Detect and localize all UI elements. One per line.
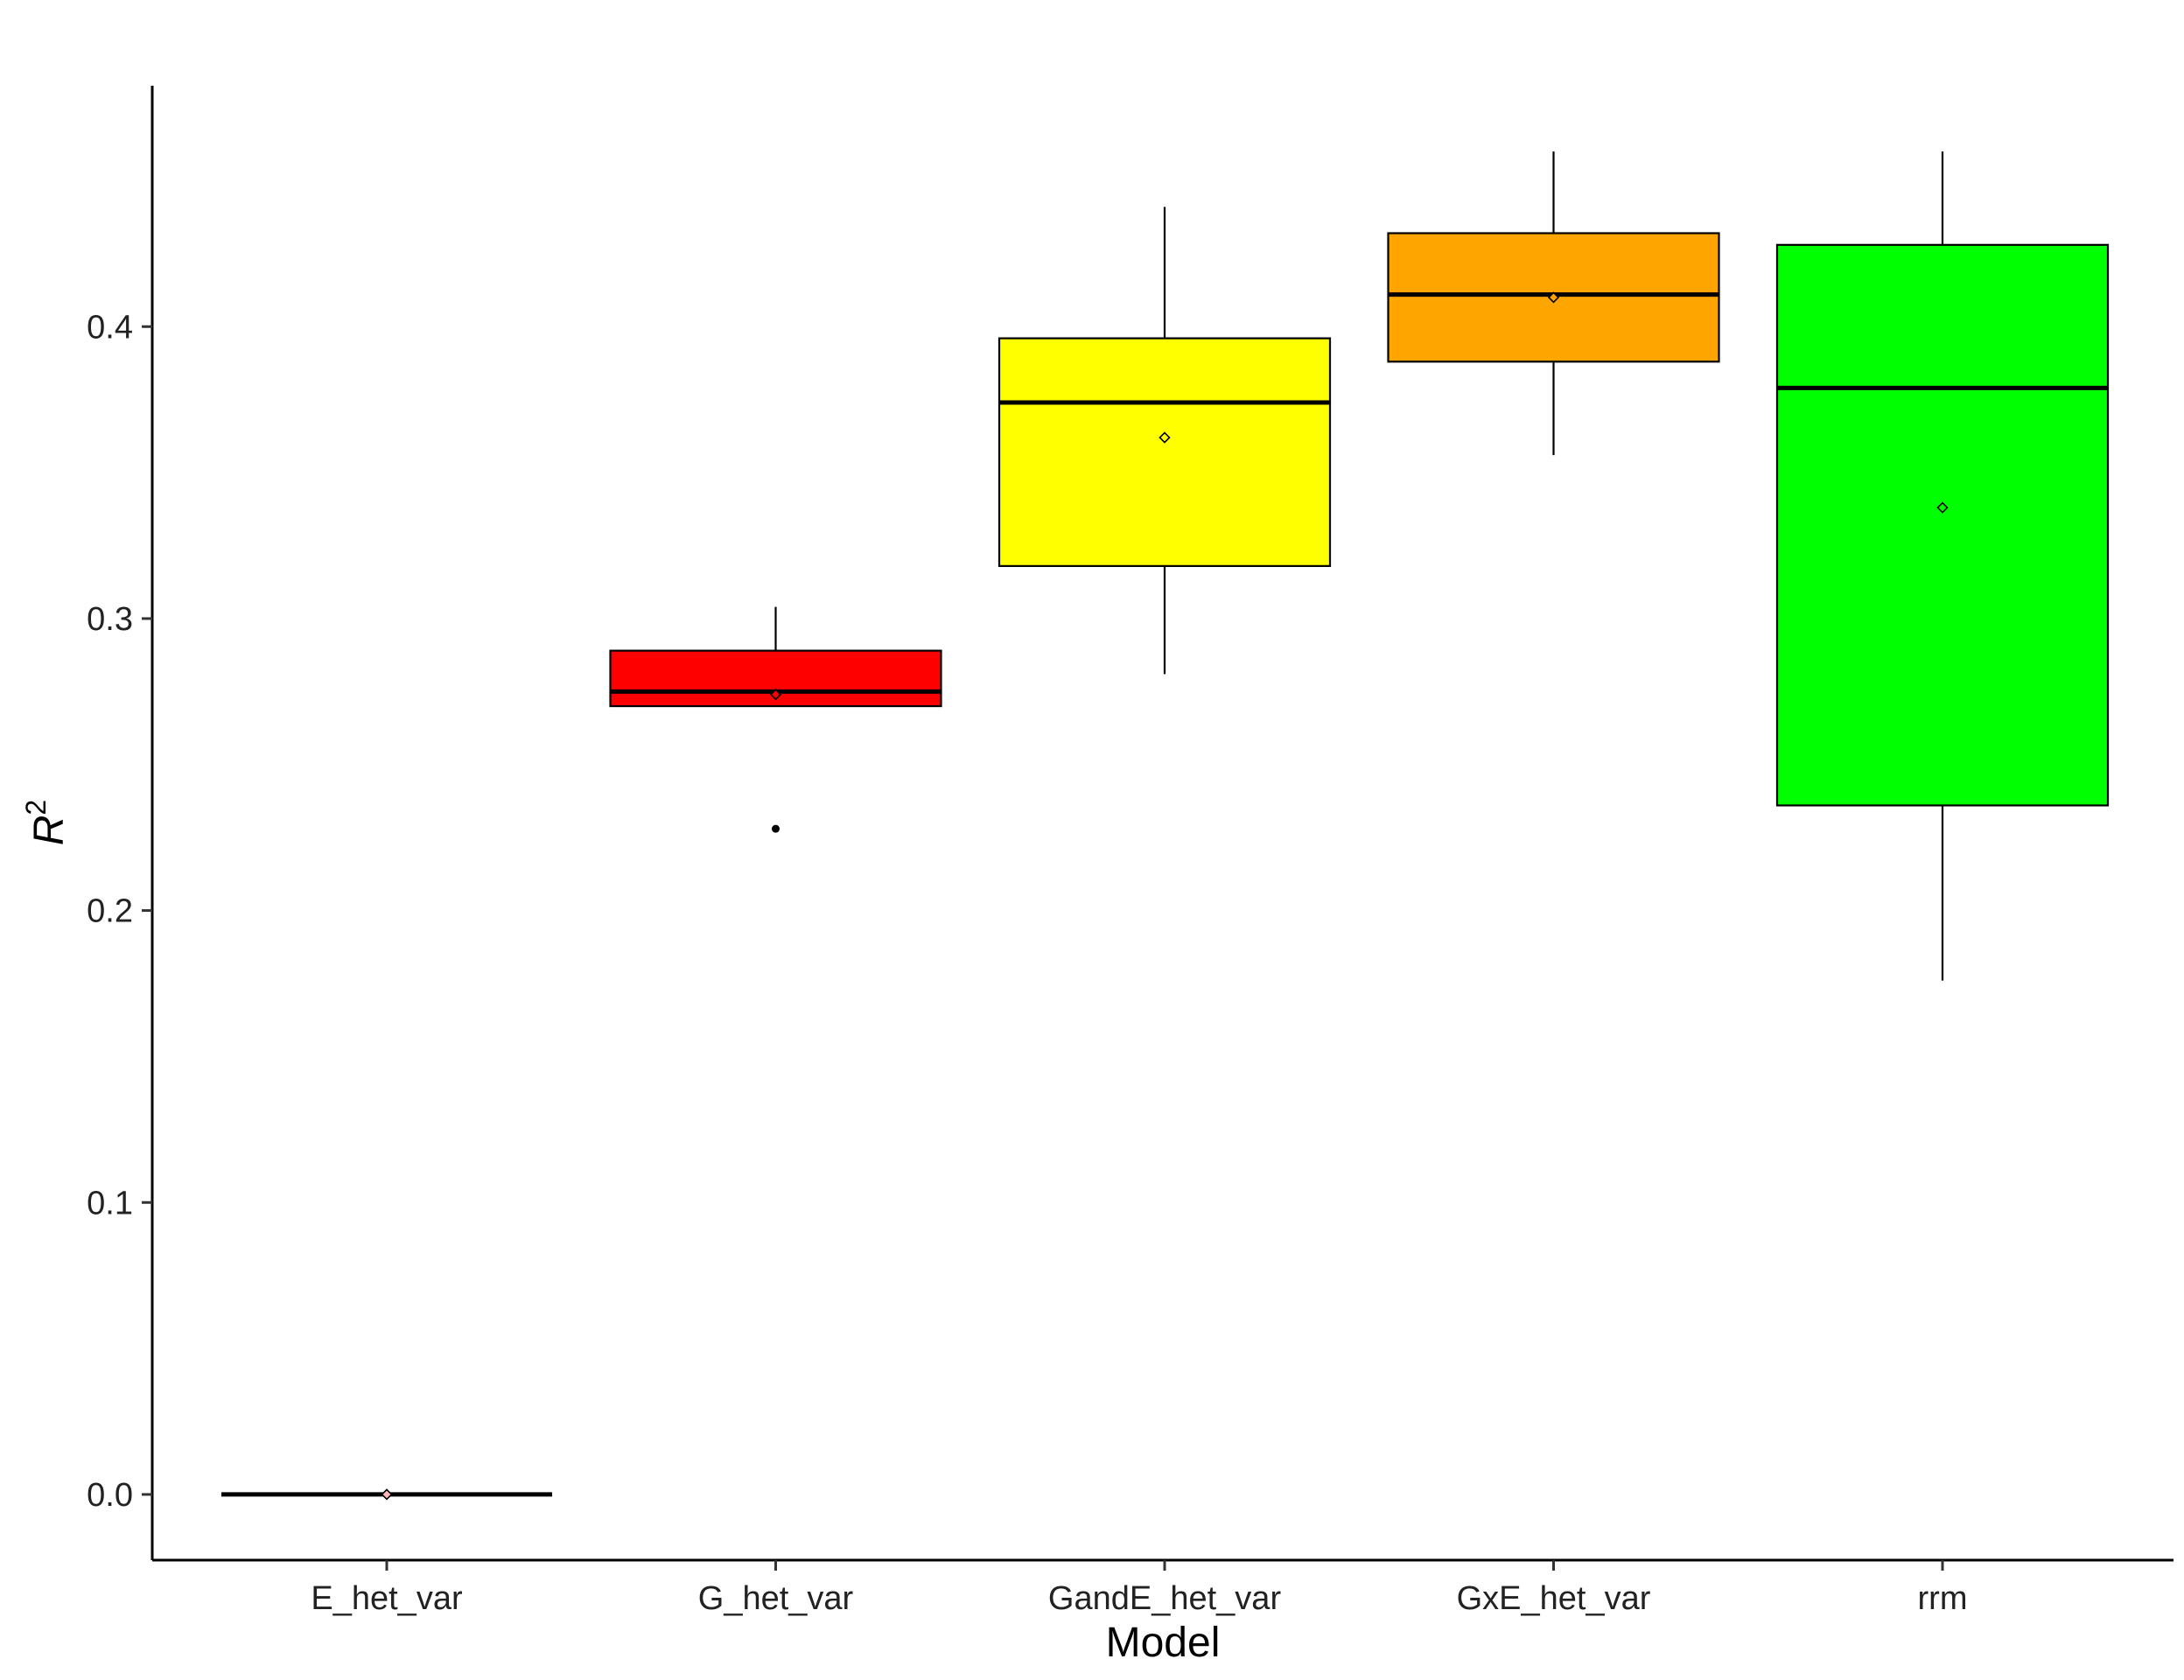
iqr-box [1775, 243, 2110, 807]
x-tick-label: E_het_var [311, 1580, 463, 1617]
y-axis-title-superscript: 2 [20, 800, 52, 816]
x-tick-label: rrm [1918, 1580, 1968, 1617]
mean-marker [769, 689, 782, 701]
mean-marker [1547, 291, 1560, 304]
box-rrm [1775, 151, 2110, 981]
y-tick-label: 0.1 [87, 1185, 133, 1222]
y-tick-label: 0.2 [87, 893, 133, 930]
box-G_het_var [609, 606, 942, 833]
y-axis-title-main: R [26, 816, 73, 846]
mean-marker [381, 1488, 393, 1501]
x-axis-title: Model [1106, 1620, 1221, 1666]
box-GandE_het_var [998, 206, 1332, 675]
y-tick-label: 0.4 [87, 309, 133, 346]
box-GxE_het_var [1387, 151, 1720, 456]
iqr-box [998, 337, 1332, 567]
y-tick-label: 0.3 [87, 601, 133, 638]
box-E_het_var [221, 1488, 552, 1501]
x-tick-label: G_het_var [698, 1580, 854, 1617]
y-tick-label: 0.0 [87, 1477, 133, 1514]
outlier-point [772, 824, 780, 833]
x-ticks-layer: E_het_var G_het_var GandE_het_var GxE_het_v… [311, 1560, 1967, 1617]
y-axis-title: R2 [20, 800, 73, 845]
boxes-layer [221, 151, 2110, 1501]
x-tick-label: GandE_het_var [1048, 1580, 1282, 1617]
y-ticks-layer: 0.0 0.1 0.2 0.3 0.4 [87, 309, 152, 1514]
axes-layer [150, 86, 2174, 1562]
x-tick-label: GxE_het_var [1457, 1580, 1651, 1617]
mean-marker [1936, 501, 1949, 514]
mean-marker [1158, 431, 1171, 444]
